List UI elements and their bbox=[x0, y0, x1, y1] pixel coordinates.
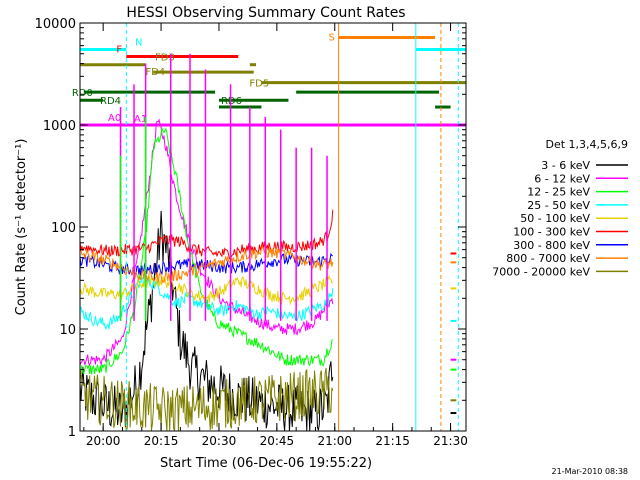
x-tick-label: 21:15 bbox=[375, 434, 410, 448]
series-line-2 bbox=[79, 126, 334, 375]
series-line-6 bbox=[79, 252, 334, 276]
legend-entry-label: 3 - 6 keV bbox=[541, 159, 590, 172]
timestamp: 21-Mar-2010 08:38 bbox=[552, 467, 629, 476]
flag-label-a1: A1 bbox=[134, 114, 147, 125]
flag-label-s: S bbox=[329, 33, 335, 44]
legend-entry-label: 12 - 25 keV bbox=[527, 186, 590, 199]
flag-label-a0: A0 bbox=[108, 113, 121, 124]
series-line-3 bbox=[79, 276, 334, 331]
legend-title: Det 1,3,4,5,6,9 bbox=[545, 138, 628, 151]
x-axis-label: Start Time (06-Dec-06 19:55:22) bbox=[160, 456, 372, 471]
series-line-0 bbox=[79, 210, 334, 432]
plot-area bbox=[80, 23, 466, 431]
y-tick-label: 1000 bbox=[43, 119, 76, 134]
chart-title: HESSI Observing Summary Count Rates bbox=[126, 5, 405, 21]
series-line-4 bbox=[79, 274, 333, 306]
x-tick-label: 20:30 bbox=[202, 434, 237, 448]
y-tick-label: 10 bbox=[59, 323, 76, 338]
flag-label-rd4: RD4 bbox=[100, 96, 121, 107]
flag-label-fd5: FD5 bbox=[249, 79, 269, 90]
y-tick-label: 1 bbox=[68, 425, 76, 440]
y-axis-label: Count Rate (s⁻¹ detector⁻¹) bbox=[14, 139, 29, 316]
legend-entry-label: 6 - 12 keV bbox=[534, 172, 590, 185]
legend-entry-label: 25 - 50 keV bbox=[527, 199, 590, 212]
flag-label-rd0: RD0 bbox=[72, 88, 93, 99]
legend-entry-label: 800 - 7000 keV bbox=[506, 252, 590, 265]
series-layer bbox=[79, 53, 457, 432]
series-line-7 bbox=[80, 245, 334, 285]
legend-entry-label: 300 - 800 keV bbox=[513, 239, 590, 252]
plot-background bbox=[80, 23, 466, 431]
series-line-8 bbox=[79, 367, 334, 432]
series-line-5 bbox=[79, 209, 334, 260]
axes-layer: 20:00 20:15 20:30 20:45 21:00 21:15 21:30 1 10 10… bbox=[35, 17, 468, 448]
observing-flags-layer: N F FD3 FD4 FD5 RD0 RD4 RD6 A0 S A1 bbox=[72, 33, 466, 127]
series-line-1 bbox=[79, 118, 334, 367]
vertical-markers-layer bbox=[79, 23, 459, 431]
y-tick-label: 10000 bbox=[35, 17, 76, 32]
flag-label-fd3: FD3 bbox=[155, 53, 175, 64]
y-tick-label: 100 bbox=[51, 221, 76, 236]
legend-entry-label: 7000 - 20000 keV bbox=[492, 265, 590, 278]
x-tick-label: 20:15 bbox=[144, 434, 179, 448]
flag-label-f: F bbox=[116, 44, 122, 55]
flag-label-rd6: RD6 bbox=[221, 96, 242, 107]
legend-entry-label: 50 - 100 keV bbox=[520, 212, 590, 225]
flag-label-fd4: FD4 bbox=[145, 67, 165, 78]
x-tick-label: 20:00 bbox=[86, 434, 121, 448]
legend-entry-label: 100 - 300 keV bbox=[513, 226, 590, 239]
flag-label-n: N bbox=[135, 37, 142, 48]
x-tick-label: 21:30 bbox=[433, 434, 468, 448]
x-tick-label: 20:45 bbox=[260, 434, 295, 448]
x-tick-label: 21:00 bbox=[317, 434, 352, 448]
